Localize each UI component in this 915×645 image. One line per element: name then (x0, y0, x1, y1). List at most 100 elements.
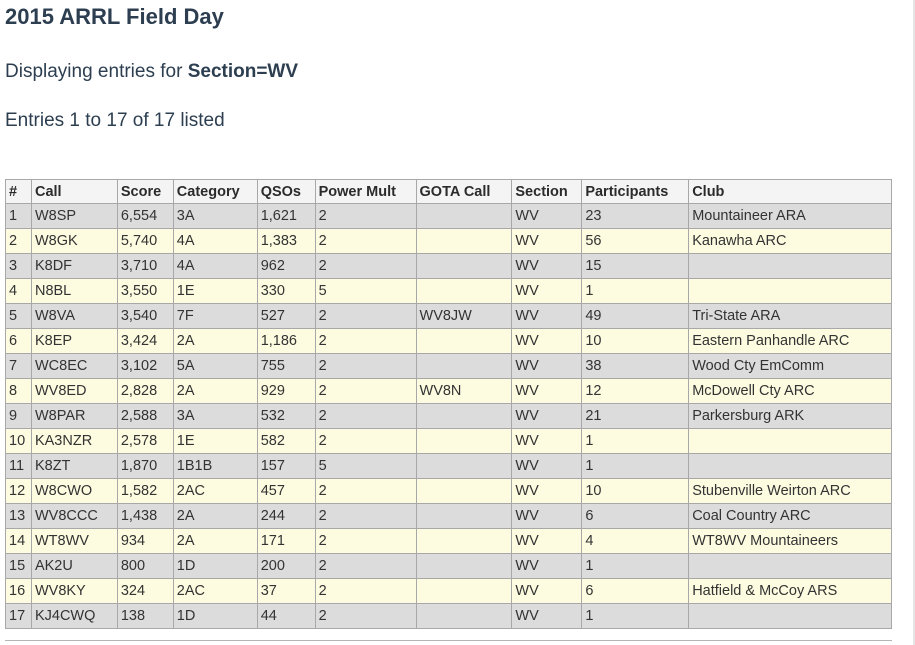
cell-power-mult: 2 (314, 428, 417, 454)
cell-category: 2A (172, 503, 258, 529)
cell-participants: 4 (581, 528, 690, 554)
table-row: 12 W8CWO 1,582 2AC 457 2 WV 10 Stubenville Weirt… (5, 478, 892, 504)
cell-power-mult: 2 (314, 603, 417, 629)
cell-power-mult: 2 (314, 478, 417, 504)
cell-club (688, 553, 892, 579)
table-row: 17 KJ4CWQ 138 1D 44 2 WV 1 (5, 603, 892, 629)
cell-club: Mountaineer ARA (688, 203, 892, 229)
cell-entry-number: 10 (5, 428, 32, 454)
cell-score: 5,740 (116, 228, 174, 254)
cell-section: WV (511, 403, 583, 429)
cell-club: Stubenville Weirton ARC (688, 478, 892, 504)
cell-participants: 10 (581, 328, 690, 354)
cell-entry-number: 4 (5, 278, 32, 304)
cell-score: 2,828 (116, 378, 174, 404)
cell-score: 800 (116, 553, 174, 579)
cell-club (688, 428, 892, 454)
cell-qsos: 1,186 (256, 328, 316, 354)
table-row: 6 K8EP 3,424 2A 1,186 2 WV 10 Eastern Panhandle … (5, 328, 892, 354)
cell-gota-call (415, 603, 513, 629)
cell-section: WV (511, 378, 583, 404)
cell-entry-number: 7 (5, 353, 32, 379)
column-header-club: Club (688, 179, 892, 204)
table-row: 5 W8VA 3,540 7F 527 2 WV8JW WV 49 Tri-State ARA (5, 303, 892, 329)
cell-call-sign: W8GK (30, 228, 118, 254)
cell-gota-call (415, 428, 513, 454)
cell-gota-call (415, 253, 513, 279)
cell-participants: 15 (581, 253, 690, 279)
column-header-qsos: QSOs (256, 179, 316, 204)
table-row: 1 W8SP 6,554 3A 1,621 2 WV 23 Mountaineer ARA (5, 203, 892, 229)
cell-qsos: 1,621 (256, 203, 316, 229)
cell-participants: 1 (581, 453, 690, 479)
cell-section: WV (511, 303, 583, 329)
cell-participants: 56 (581, 228, 690, 254)
cell-entry-number: 1 (5, 203, 32, 229)
cell-score: 2,578 (116, 428, 174, 454)
cell-score: 3,550 (116, 278, 174, 304)
cell-club (688, 278, 892, 304)
cell-participants: 12 (581, 378, 690, 404)
column-header-gota-call: GOTA Call (415, 179, 513, 204)
cell-entry-number: 12 (5, 478, 32, 504)
cell-entry-number: 3 (5, 253, 32, 279)
table-row: 13 WV8CCC 1,438 2A 244 2 WV 6 Coal Country ARC (5, 503, 892, 529)
cell-club (688, 453, 892, 479)
bottom-divider (5, 640, 892, 641)
cell-section: WV (511, 328, 583, 354)
cell-call-sign: WV8KY (30, 578, 118, 604)
cell-participants: 1 (581, 603, 690, 629)
cell-power-mult: 2 (314, 528, 417, 554)
cell-call-sign: WV8CCC (30, 503, 118, 529)
cell-entry-number: 6 (5, 328, 32, 354)
cell-power-mult: 2 (314, 253, 417, 279)
cell-qsos: 330 (256, 278, 316, 304)
cell-qsos: 1,383 (256, 228, 316, 254)
cell-entry-number: 5 (5, 303, 32, 329)
cell-power-mult: 2 (314, 203, 417, 229)
cell-entry-number: 11 (5, 453, 32, 479)
cell-qsos: 962 (256, 253, 316, 279)
cell-qsos: 171 (256, 528, 316, 554)
cell-category: 7F (172, 303, 258, 329)
cell-score: 324 (116, 578, 174, 604)
cell-entry-number: 17 (5, 603, 32, 629)
cell-participants: 6 (581, 503, 690, 529)
cell-power-mult: 2 (314, 303, 417, 329)
cell-qsos: 200 (256, 553, 316, 579)
cell-call-sign: KJ4CWQ (30, 603, 118, 629)
cell-category: 1D (172, 603, 258, 629)
cell-section: WV (511, 203, 583, 229)
cell-entry-number: 9 (5, 403, 32, 429)
cell-category: 2AC (172, 478, 258, 504)
column-header-call: Call (30, 179, 118, 204)
cell-power-mult: 2 (314, 578, 417, 604)
cell-score: 1,582 (116, 478, 174, 504)
cell-section: WV (511, 453, 583, 479)
cell-power-mult: 2 (314, 378, 417, 404)
section-filter-line: Displaying entries for Section=WV (5, 61, 298, 83)
cell-score: 1,438 (116, 503, 174, 529)
cell-club: Eastern Panhandle ARC (688, 328, 892, 354)
section-filter-value: Section=WV (187, 61, 299, 82)
cell-category: 2A (172, 528, 258, 554)
cell-entry-number: 8 (5, 378, 32, 404)
table-row: 16 WV8KY 324 2AC 37 2 WV 6 Hatfield & McCoy ARS (5, 578, 892, 604)
table-row: 4 N8BL 3,550 1E 330 5 WV 1 (5, 278, 892, 304)
cell-gota-call: WV8JW (415, 303, 513, 329)
cell-section: WV (511, 228, 583, 254)
cell-qsos: 37 (256, 578, 316, 604)
cell-category: 5A (172, 353, 258, 379)
cell-category: 3A (172, 403, 258, 429)
table-row: 8 WV8ED 2,828 2A 929 2 WV8N WV 12 McDowell Cty AR… (5, 378, 892, 404)
column-header-number: # (5, 179, 32, 204)
cell-section: WV (511, 528, 583, 554)
cell-call-sign: W8CWO (30, 478, 118, 504)
table-row: 10 KA3NZR 2,578 1E 582 2 WV 1 (5, 428, 892, 454)
cell-gota-call (415, 528, 513, 554)
cell-call-sign: W8PAR (30, 403, 118, 429)
scrollbar-track[interactable] (913, 0, 915, 645)
cell-category: 3A (172, 203, 258, 229)
cell-score: 3,424 (116, 328, 174, 354)
cell-section: WV (511, 603, 583, 629)
